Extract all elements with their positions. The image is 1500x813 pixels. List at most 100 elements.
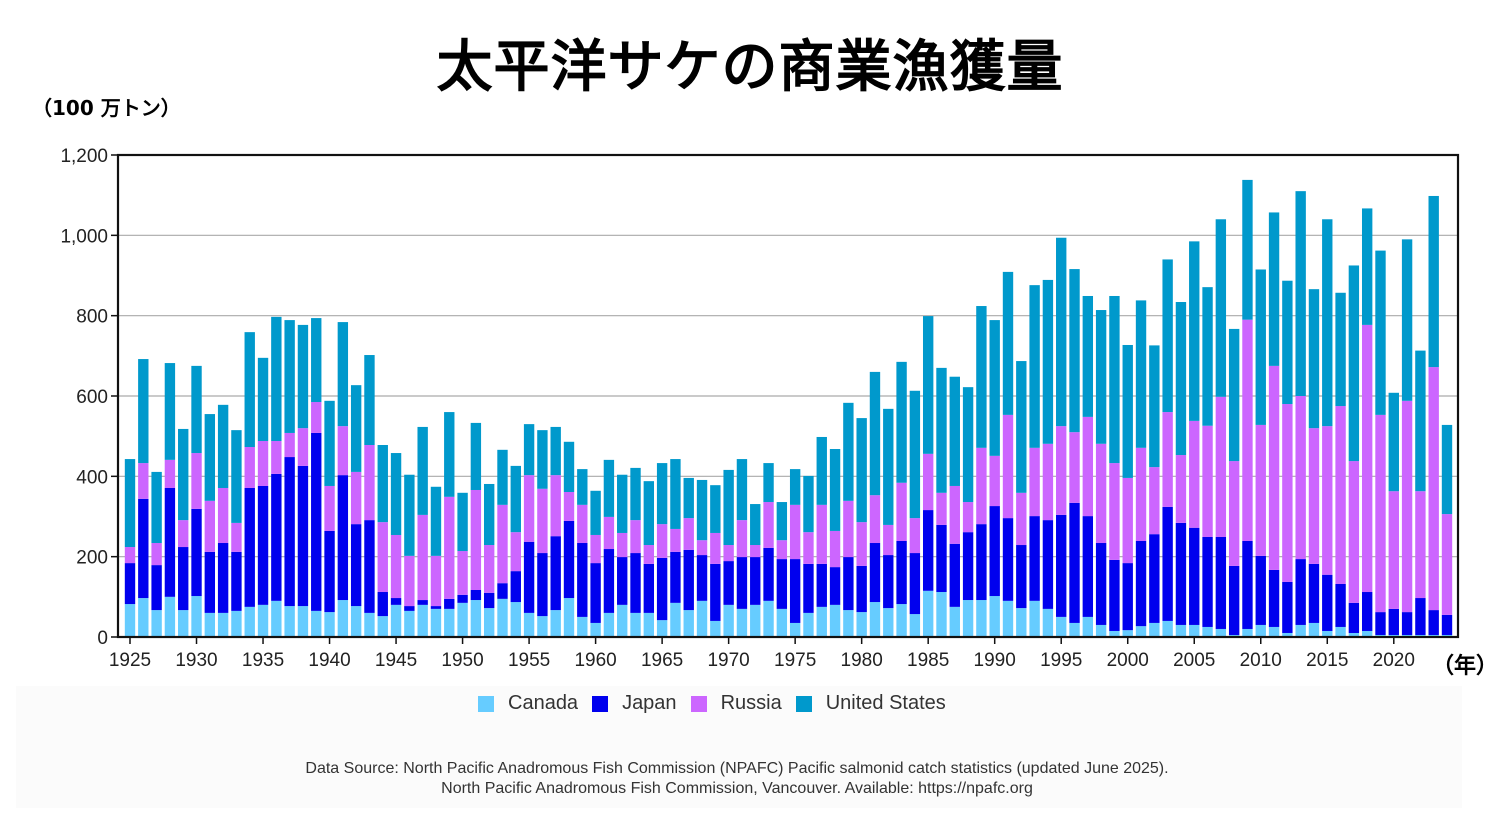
bar-segment-russia-1990 — [989, 455, 1000, 507]
bar-segment-canada-1956 — [537, 616, 548, 637]
bar-segment-canada-1996 — [1069, 622, 1080, 637]
legend-label-russia: Russia — [720, 692, 782, 714]
bar-segment-russia-1957 — [550, 475, 561, 537]
bar-segment-canada-1941 — [337, 600, 349, 637]
bar-segment-russia-1979 — [843, 500, 854, 558]
bar-segment-canada-1960 — [590, 622, 601, 637]
bar-segment-united-states-1967 — [683, 477, 694, 519]
bar-segment-russia-2012 — [1282, 404, 1293, 582]
legend-swatch-japan — [592, 695, 609, 712]
bar-segment-canada-1982 — [883, 608, 894, 637]
bar-segment-united-states-2003 — [1162, 259, 1173, 413]
bar-segment-japan-2023 — [1428, 610, 1439, 635]
bar-segment-united-states-2014 — [1308, 289, 1320, 429]
bar-segment-russia-1926 — [138, 463, 149, 499]
bar-segment-united-states-1995 — [1056, 237, 1067, 427]
bar-segment-japan-1969 — [710, 563, 721, 621]
bar-segment-united-states-1971 — [736, 459, 748, 521]
bar-segment-canada-1985 — [922, 590, 934, 637]
bar-segment-russia-1931 — [204, 500, 216, 552]
bar-segment-japan-2019 — [1375, 612, 1386, 635]
bar-segment-japan-1999 — [1109, 559, 1120, 631]
bar-segment-united-states-1930 — [191, 365, 202, 454]
bar-segment-japan-2022 — [1415, 598, 1426, 635]
bar-segment-japan-1945 — [390, 598, 402, 605]
bar-segment-russia-1959 — [577, 504, 588, 544]
bar-segment-japan-1928 — [164, 487, 176, 597]
bar-segment-united-states-1987 — [949, 376, 960, 486]
bar-segment-canada-2012 — [1282, 632, 1293, 637]
bar-segment-japan-2001 — [1135, 541, 1147, 627]
bar-segment-russia-2020 — [1388, 491, 1399, 609]
bar-segment-japan-2002 — [1149, 534, 1160, 623]
bar-segment-united-states-1938 — [297, 324, 309, 429]
bar-segment-united-states-1933 — [231, 430, 242, 523]
bar-segment-canada-1963 — [630, 612, 641, 637]
bar-segment-japan-2007 — [1215, 536, 1227, 629]
legend-label-japan: Japan — [622, 692, 677, 714]
bar-segment-japan-1980 — [856, 565, 867, 613]
legend-item-japan: Japan — [592, 692, 677, 715]
bar-segment-russia-1984 — [909, 518, 921, 554]
bar-segment-japan-1973 — [763, 547, 774, 601]
x-tick-label: 1945 — [375, 650, 417, 671]
bar-segment-japan-1997 — [1082, 516, 1094, 617]
bar-segment-japan-2024 — [1441, 614, 1453, 635]
legend-item-canada: Canada — [478, 692, 578, 715]
bar-segment-japan-1947 — [417, 600, 428, 605]
bar-segment-united-states-2021 — [1401, 239, 1413, 401]
bar-segment-japan-1949 — [444, 598, 455, 609]
bar-segment-united-states-1985 — [922, 316, 934, 454]
bar-segment-united-states-2022 — [1415, 350, 1426, 492]
bar-segment-united-states-1973 — [763, 463, 774, 503]
bar-segment-canada-2003 — [1162, 620, 1173, 637]
bar-segment-canada-1937 — [284, 606, 295, 637]
bar-segment-japan-1978 — [829, 567, 841, 605]
legend-swatch-canada — [478, 695, 494, 712]
bar-segment-canada-1939 — [311, 610, 322, 637]
bar-segment-canada-1993 — [1029, 600, 1040, 637]
bar-segment-japan-1952 — [483, 592, 495, 609]
bar-segment-russia-1939 — [311, 402, 322, 433]
bar-segment-russia-1942 — [350, 471, 362, 525]
bar-segment-united-states-1956 — [537, 430, 548, 489]
bar-segment-russia-1982 — [883, 524, 894, 556]
bar-segment-canada-2017 — [1348, 632, 1360, 637]
bar-segment-united-states-1952 — [483, 483, 495, 546]
bar-segment-united-states-1949 — [444, 412, 455, 497]
bar-segment-united-states-1943 — [364, 355, 375, 445]
bar-segment-russia-2002 — [1149, 467, 1160, 535]
bar-segment-japan-1979 — [843, 557, 854, 611]
bar-segment-canada-1965 — [656, 620, 668, 637]
bar-segment-canada-1966 — [670, 602, 681, 637]
bar-segment-canada-1987 — [949, 606, 960, 638]
bar-segment-russia-1958 — [563, 492, 575, 521]
bar-segment-japan-2009 — [1242, 541, 1253, 629]
bar-segment-united-states-1958 — [563, 441, 575, 492]
x-tick-label: 1970 — [707, 650, 749, 671]
bar-segment-united-states-1965 — [656, 463, 668, 525]
bar-segment-russia-1949 — [444, 496, 455, 599]
bar-segment-japan-1931 — [204, 551, 216, 613]
bar-segment-russia-2007 — [1215, 396, 1227, 537]
bar-segment-russia-1951 — [470, 489, 482, 590]
bar-segment-russia-1991 — [1002, 414, 1014, 519]
bar-segment-canada-1980 — [856, 612, 867, 637]
bar-segment-canada-2004 — [1175, 624, 1187, 637]
bar-segment-japan-2011 — [1268, 569, 1280, 627]
bar-segment-japan-1958 — [563, 520, 575, 599]
x-tick-label: 1940 — [308, 650, 350, 671]
bar-segment-canada-1949 — [444, 608, 455, 637]
bar-segment-russia-1941 — [337, 426, 349, 476]
bar-segment-canada-1951 — [470, 600, 482, 637]
bar-segment-canada-1935 — [257, 604, 269, 637]
bar-segment-russia-1954 — [510, 532, 521, 572]
bar-segment-united-states-1936 — [271, 316, 282, 441]
bar-segment-russia-1937 — [284, 432, 295, 458]
bar-segment-russia-1992 — [1016, 492, 1027, 546]
bar-segment-russia-1946 — [404, 555, 415, 607]
bar-segment-russia-1996 — [1069, 432, 1080, 503]
bar-segment-canada-2013 — [1295, 624, 1306, 637]
bar-segment-japan-1929 — [178, 547, 189, 611]
bar-segment-canada-1978 — [829, 604, 841, 637]
